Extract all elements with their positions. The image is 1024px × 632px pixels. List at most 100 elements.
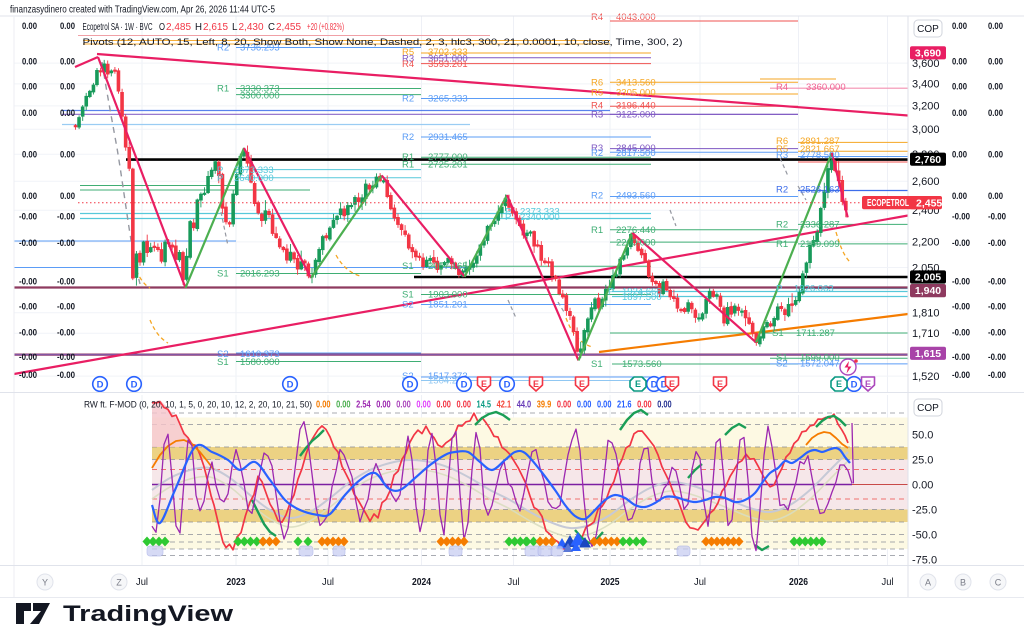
svg-text:0.00: 0.00 — [557, 400, 572, 411]
svg-text:-25.0: -25.0 — [912, 504, 937, 516]
svg-text:3,400: 3,400 — [912, 79, 940, 91]
svg-text:L: L — [232, 22, 238, 33]
svg-text:25.0: 25.0 — [912, 454, 933, 466]
svg-text:0.00: 0.00 — [396, 400, 411, 411]
svg-text:-0.00: -0.00 — [988, 352, 1006, 362]
svg-text:Jul: Jul — [508, 576, 520, 588]
svg-text:Jul: Jul — [694, 576, 706, 588]
svg-text:R2: R2 — [591, 191, 603, 202]
svg-text:-0.00: -0.00 — [988, 327, 1006, 337]
svg-text:R3: R3 — [776, 150, 788, 161]
svg-text:3413.560: 3413.560 — [616, 78, 656, 89]
svg-text:0.00: 0.00 — [22, 191, 37, 201]
svg-text:-0.00: -0.00 — [57, 370, 75, 380]
svg-text:2200.000: 2200.000 — [616, 237, 656, 248]
svg-text:0.00: 0.00 — [988, 108, 1003, 118]
svg-text:1599.000: 1599.000 — [800, 353, 840, 364]
svg-text:S1: S1 — [402, 290, 414, 301]
svg-text:2016.293: 2016.293 — [240, 269, 280, 280]
svg-text:-0.00: -0.00 — [19, 276, 37, 286]
svg-text:R1: R1 — [217, 84, 229, 95]
svg-text:P: P — [217, 173, 223, 184]
svg-text:0.00: 0.00 — [952, 82, 967, 92]
svg-text:2,200: 2,200 — [912, 237, 940, 249]
svg-text:0.00: 0.00 — [22, 82, 37, 92]
svg-text:1572.047: 1572.047 — [800, 359, 840, 370]
svg-text:1610.373: 1610.373 — [240, 349, 280, 360]
svg-text:R5: R5 — [402, 47, 414, 58]
svg-text:-0.00: -0.00 — [952, 327, 970, 337]
svg-text:3,600: 3,600 — [912, 58, 940, 70]
svg-text:S2: S2 — [776, 359, 788, 370]
svg-text:-0.00: -0.00 — [988, 301, 1006, 311]
svg-text:2057.165: 2057.165 — [428, 261, 468, 272]
svg-text:-0.00: -0.00 — [952, 211, 970, 221]
svg-text:2891.287: 2891.287 — [800, 136, 840, 147]
svg-text:2336.287: 2336.287 — [800, 220, 840, 231]
svg-text:3265.333: 3265.333 — [428, 94, 468, 105]
svg-text:A: A — [925, 578, 931, 588]
svg-text:0.00: 0.00 — [657, 400, 672, 411]
svg-text:R3: R3 — [402, 53, 414, 64]
svg-text:-0.00: -0.00 — [19, 211, 37, 221]
svg-text:4043.000: 4043.000 — [616, 12, 656, 23]
svg-text:50.0: 50.0 — [912, 429, 933, 441]
svg-text:-0.00: -0.00 — [952, 370, 970, 380]
svg-text:R4: R4 — [776, 82, 788, 93]
svg-text:-0.00: -0.00 — [57, 211, 75, 221]
svg-text:-0.00: -0.00 — [988, 238, 1006, 248]
svg-text:Ecopetrol SA · 1W · BVC: Ecopetrol SA · 1W · BVC — [83, 22, 153, 33]
svg-text:D: D — [504, 379, 511, 390]
svg-text:0.00: 0.00 — [60, 191, 75, 201]
svg-text:-75.0: -75.0 — [912, 554, 937, 566]
svg-text:-0.00: -0.00 — [988, 211, 1006, 221]
svg-text:Jul: Jul — [136, 576, 148, 588]
svg-text:2931.465: 2931.465 — [428, 132, 468, 143]
svg-text:R4: R4 — [402, 59, 414, 70]
svg-text:R6: R6 — [591, 78, 603, 89]
svg-text:1924.668: 1924.668 — [622, 287, 662, 298]
svg-text:COP: COP — [917, 24, 939, 35]
svg-text:E: E — [579, 379, 585, 389]
svg-text:1,940: 1,940 — [915, 285, 941, 297]
svg-text:2845.000: 2845.000 — [616, 143, 656, 154]
svg-text:R2: R2 — [776, 185, 788, 196]
svg-text:E: E — [836, 379, 842, 389]
svg-text:D: D — [407, 379, 414, 390]
svg-text:R4: R4 — [591, 101, 603, 112]
svg-text:E: E — [717, 379, 723, 389]
svg-text:0.00: 0.00 — [376, 400, 391, 411]
svg-text:Z: Z — [116, 578, 122, 588]
svg-text:1573.560: 1573.560 — [622, 359, 662, 370]
svg-text:E: E — [635, 379, 641, 389]
svg-text:0.00: 0.00 — [336, 400, 351, 411]
svg-text:1504.201: 1504.201 — [428, 376, 468, 387]
svg-text:2340.000: 2340.000 — [520, 212, 560, 223]
svg-text:2025: 2025 — [601, 576, 620, 588]
svg-text:-0.00: -0.00 — [57, 276, 75, 286]
svg-text:0.00: 0.00 — [416, 400, 431, 411]
svg-text:D: D — [851, 379, 858, 390]
svg-text:-0.00: -0.00 — [19, 238, 37, 248]
svg-text:S1: S1 — [217, 357, 229, 368]
svg-text:E: E — [669, 379, 675, 389]
svg-text:2276.440: 2276.440 — [616, 225, 656, 236]
svg-text:2,005: 2,005 — [915, 272, 941, 284]
svg-text:-0.00: -0.00 — [19, 370, 37, 380]
svg-text:R4: R4 — [591, 12, 603, 23]
svg-text:D: D — [97, 379, 104, 390]
svg-text:S1: S1 — [591, 359, 603, 370]
svg-text:3196.440: 3196.440 — [616, 101, 656, 112]
svg-text:finanzasydinero created with T: finanzasydinero created with TradingView… — [10, 5, 275, 16]
svg-text:0.00: 0.00 — [952, 108, 967, 118]
svg-text:R1: R1 — [402, 159, 414, 170]
svg-text:Jul: Jul — [322, 576, 334, 588]
svg-text:E: E — [533, 379, 539, 389]
svg-text:C: C — [268, 22, 275, 33]
svg-text:0.00: 0.00 — [316, 400, 331, 411]
svg-text:1897.500: 1897.500 — [622, 292, 662, 303]
svg-text:0.00: 0.00 — [988, 191, 1003, 201]
svg-text:1,615: 1,615 — [915, 348, 941, 360]
svg-text:S1: S1 — [772, 328, 784, 339]
svg-text:0.00: 0.00 — [577, 400, 592, 411]
